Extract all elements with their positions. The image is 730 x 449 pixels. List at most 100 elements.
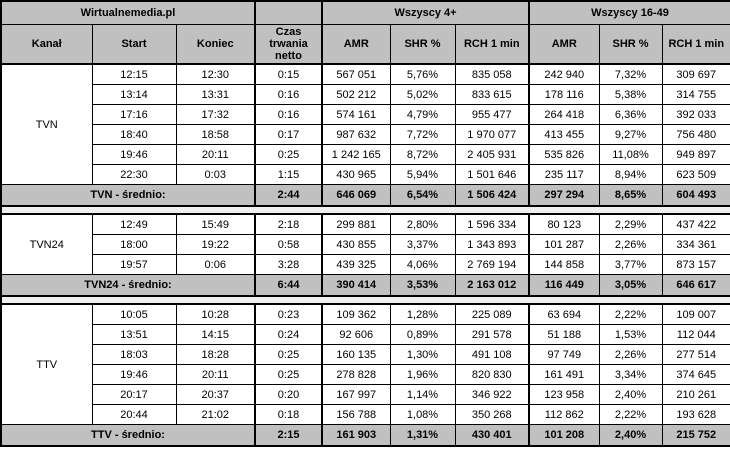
cell-amr-4plus: 430 965: [321, 164, 391, 185]
col-header-rch-4plus: RCH 1 min: [454, 24, 530, 65]
cell-shr-16-49: 8,94%: [598, 164, 663, 185]
cell-rch-4plus: 835 058: [454, 63, 530, 85]
cell-amr-16-49: 97 749: [528, 344, 600, 365]
table-row: 18:03 18:28 0:25 160 135 1,30% 491 108 97 749 2…: [1, 344, 730, 365]
summary-amr-4plus: 390 414: [321, 274, 391, 297]
table-row: 19:46 20:11 0:25 278 828 1,96% 820 830 161 491…: [1, 364, 730, 385]
cell-rch-4plus: 1 501 646: [454, 164, 530, 185]
cell-rch-4plus: 1 970 077: [454, 124, 530, 145]
cell-rch-4plus: 955 477: [454, 104, 530, 125]
cell-amr-4plus: 160 135: [321, 344, 391, 365]
cell-shr-16-49: 7,32%: [598, 63, 663, 85]
group-header-all-4plus: Wszyscy 4+: [320, 0, 530, 25]
summary-amr-16-49: 297 294: [528, 184, 600, 207]
table-row: 13:51 14:15 0:24 92 606 0,89% 291 578 51 188 1,…: [1, 324, 730, 345]
cell-rch-4plus: 820 830: [454, 364, 530, 385]
cell-rch-16-49: 112 044: [661, 324, 730, 345]
section-separator: [0, 205, 730, 215]
cell-rch-16-49: 309 697: [661, 63, 730, 85]
section-separator-row: [0, 205, 730, 215]
cell-czas: 0:25: [254, 144, 323, 165]
cell-start: 19:46: [91, 364, 177, 385]
cell-rch-4plus: 1 343 893: [454, 234, 530, 255]
summary-amr-16-49: 101 208: [528, 424, 600, 447]
cell-koniec: 18:28: [175, 344, 256, 365]
cell-shr-4plus: 1,96%: [389, 364, 456, 385]
table-row: 20:17 20:37 0:20 167 997 1,14% 346 922 123 958…: [1, 384, 730, 405]
cell-rch-16-49: 109 007: [661, 303, 730, 325]
cell-start: 19:46: [91, 144, 177, 165]
table-row: 13:14 13:31 0:16 502 212 5,02% 833 615 178 116…: [1, 84, 730, 105]
cell-rch-4plus: 346 922: [454, 384, 530, 405]
cell-shr-4plus: 1,08%: [389, 404, 456, 425]
cell-amr-4plus: 987 632: [321, 124, 391, 145]
channel-label: TVN24: [0, 213, 93, 275]
cell-start: 13:51: [91, 324, 177, 345]
cell-czas: 0:18: [254, 404, 323, 425]
cell-shr-16-49: 3,77%: [598, 254, 663, 275]
cell-start: 18:00: [91, 234, 177, 255]
cell-czas: 0:25: [254, 364, 323, 385]
cell-shr-16-49: 2,29%: [598, 213, 663, 235]
cell-amr-4plus: 92 606: [321, 324, 391, 345]
summary-amr-16-49: 116 449: [528, 274, 600, 297]
cell-start: 10:05: [91, 303, 177, 325]
channel-label: TTV: [0, 303, 93, 425]
summary-shr-16-49: 8,65%: [598, 184, 663, 207]
cell-koniec: 20:37: [175, 384, 256, 405]
col-header-rch-16-49: RCH 1 min: [661, 24, 730, 65]
cell-koniec: 20:11: [175, 364, 256, 385]
cell-shr-16-49: 5,38%: [598, 84, 663, 105]
cell-amr-4plus: 502 212: [321, 84, 391, 105]
cell-start: 22:30: [91, 164, 177, 185]
cell-rch-16-49: 623 509: [661, 164, 730, 185]
cell-rch-4plus: 225 089: [454, 303, 530, 325]
cell-rch-4plus: 491 108: [454, 344, 530, 365]
table-row: 18:40 18:58 0:17 987 632 7,72% 1 970 077 413 4…: [1, 124, 730, 145]
cell-shr-4plus: 0,89%: [389, 324, 456, 345]
cell-amr-4plus: 109 362: [321, 303, 391, 325]
cell-amr-16-49: 242 940: [528, 63, 600, 85]
cell-rch-4plus: 291 578: [454, 324, 530, 345]
cell-rch-16-49: 873 157: [661, 254, 730, 275]
table-row: TVN24 12:49 15:49 2:18 299 881 2,80% 1 596 334…: [0, 213, 730, 275]
cell-amr-16-49: 535 826: [528, 144, 600, 165]
summary-row: TVN24 - średnio: 6:44 390 414 3,53% 2 163 01…: [0, 274, 730, 297]
cell-koniec: 17:32: [175, 104, 256, 125]
cell-rch-4plus: 833 615: [454, 84, 530, 105]
summary-shr-4plus: 3,53%: [389, 274, 456, 297]
col-header-amr-4plus: AMR: [321, 24, 391, 65]
section-separator: [0, 295, 730, 305]
cell-rch-4plus: 2 769 194: [454, 254, 530, 275]
cell-koniec: 21:02: [175, 404, 256, 425]
cell-amr-16-49: 63 694: [528, 303, 600, 325]
cell-shr-16-49: 1,53%: [598, 324, 663, 345]
cell-rch-16-49: 756 480: [661, 124, 730, 145]
summary-czas: 2:44: [254, 184, 323, 207]
table-row: 22:30 0:03 1:15 430 965 5,94% 1 501 646 235 11…: [1, 164, 730, 185]
cell-start: 20:17: [91, 384, 177, 405]
col-header-czas-trwania-netto: Czas trwania netto: [254, 24, 323, 65]
table-row: 20:44 21:02 0:18 156 788 1,08% 350 268 112 862…: [1, 404, 730, 425]
cell-czas: 0:23: [254, 303, 323, 325]
summary-amr-4plus: 646 069: [321, 184, 391, 207]
cell-amr-4plus: 567 051: [321, 63, 391, 85]
summary-shr-4plus: 6,54%: [389, 184, 456, 207]
cell-shr-4plus: 4,79%: [389, 104, 456, 125]
cell-rch-16-49: 437 422: [661, 213, 730, 235]
cell-koniec: 0:06: [175, 254, 256, 275]
summary-rch-16-49: 646 617: [661, 274, 730, 297]
col-header-shr-4plus: SHR %: [389, 24, 456, 65]
cell-amr-4plus: 278 828: [321, 364, 391, 385]
table-title: Wirtualnemedia.pl: [0, 0, 256, 25]
cell-rch-4plus: 350 268: [454, 404, 530, 425]
cell-amr-16-49: 235 117: [528, 164, 600, 185]
cell-shr-4plus: 7,72%: [389, 124, 456, 145]
cell-amr-4plus: 299 881: [321, 213, 391, 235]
cell-amr-16-49: 161 491: [528, 364, 600, 385]
cell-shr-16-49: 2,40%: [598, 384, 663, 405]
cell-shr-16-49: 2,22%: [598, 404, 663, 425]
summary-rch-4plus: 1 506 424: [454, 184, 530, 207]
